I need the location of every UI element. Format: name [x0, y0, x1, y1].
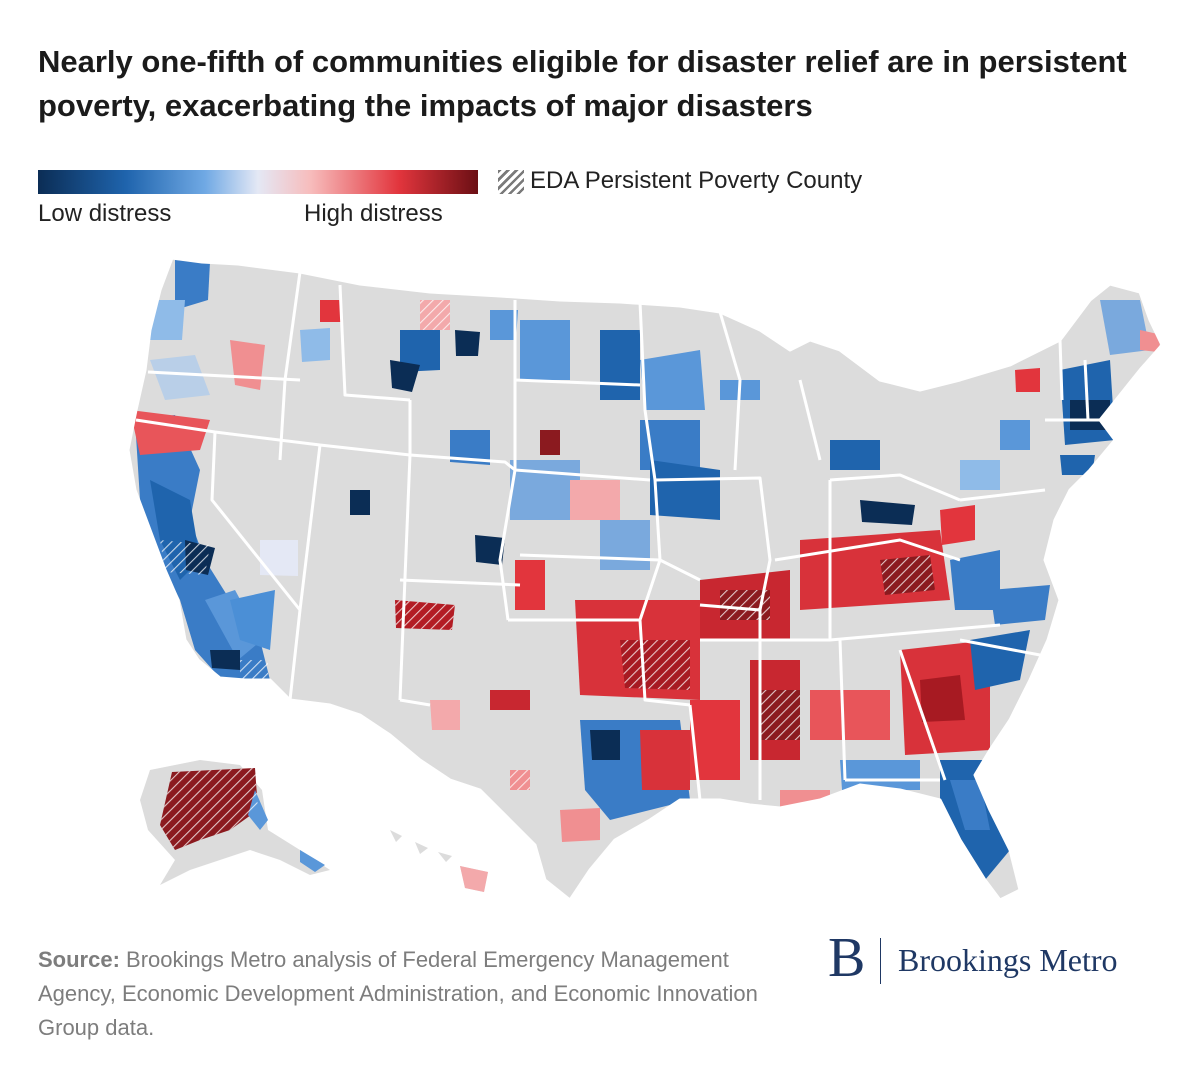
- brookings-metro-logo: B Brookings Metro: [828, 927, 1168, 992]
- chart-title: Nearly one-fifth of communities eligible…: [38, 44, 1127, 123]
- alaska-patches: [160, 768, 325, 872]
- high-distress-label: High distress: [304, 200, 443, 227]
- source-note: Source: Brookings Metro analysis of Fede…: [38, 943, 758, 1045]
- county-patches: [130, 260, 1162, 880]
- logo-letter: B: [828, 927, 866, 989]
- logo-name: Brookings Metro: [898, 942, 1118, 978]
- state-borders: [126, 256, 1164, 902]
- alaska-land: [140, 760, 330, 885]
- hatch-swatch-icon: [498, 170, 524, 194]
- legend: Low distress High distress EDA Persisten…: [38, 167, 958, 230]
- hawaii-patch: [460, 866, 488, 892]
- conus-land: [128, 258, 1162, 900]
- low-distress-label: Low distress: [38, 200, 172, 227]
- distress-color-scale: [38, 170, 478, 194]
- source-label: Source:: [38, 947, 120, 972]
- logo-divider: [880, 938, 881, 984]
- persistent-poverty-label: EDA Persistent Poverty County: [530, 167, 863, 194]
- source-text: Brookings Metro analysis of Federal Emer…: [38, 947, 758, 1040]
- hawaii-land: [390, 830, 488, 892]
- persistent-poverty-hatching: [160, 300, 935, 850]
